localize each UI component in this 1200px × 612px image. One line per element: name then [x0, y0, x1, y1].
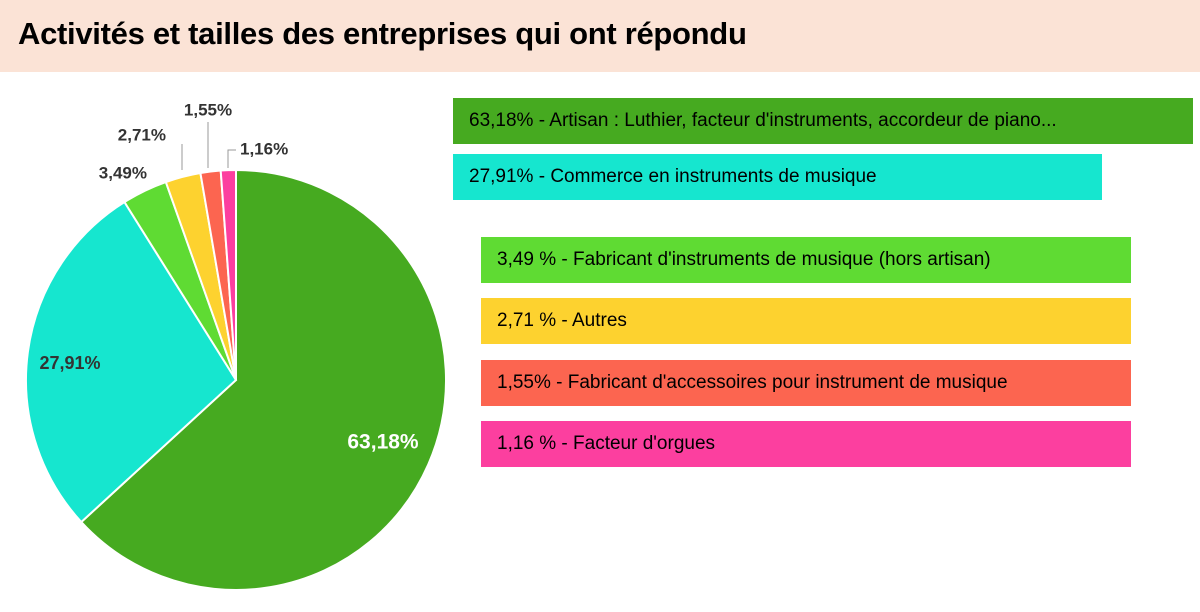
pie-slice-artisan	[79, 168, 447, 591]
title-bar: Activités et tailles des entreprises qui…	[0, 0, 1200, 72]
legend-item-artisan: 63,18% - Artisan : Luthier, facteur d'in…	[453, 98, 1193, 144]
slice-label-fabricant-accessoires: 1,55%	[184, 100, 232, 119]
slice-label-fabricant-instruments: 3,49%	[99, 163, 147, 182]
slice-label-artisan: 63,18%	[347, 431, 419, 454]
slice-label-autres: 2,71%	[118, 125, 166, 144]
leader-line-facteur-orgues	[227, 149, 236, 168]
slice-label-commerce: 27,91%	[39, 353, 100, 373]
pie-slice-commerce	[25, 200, 238, 524]
legend-item-commerce: 27,91% - Commerce en instruments de musi…	[453, 154, 1102, 200]
page-title: Activités et tailles des entreprises qui…	[18, 16, 747, 51]
legend-item-autres: 2,71 % - Autres	[481, 298, 1131, 344]
legend-item-facteur-orgues: 1,16 % - Facteur d'orgues	[481, 421, 1131, 467]
legend-item-fabricant-instruments: 3,49 % - Fabricant d'instruments de musi…	[481, 237, 1131, 283]
slice-label-facteur-orgues: 1,16%	[240, 139, 288, 158]
pie-chart: 63,18% 27,91% 3,49% 2,71% 1,55% 1,16%	[25, 100, 447, 591]
legend-item-fabricant-accessoires: 1,55% - Fabricant d'accessoires pour ins…	[481, 360, 1131, 406]
pie-slice-facteur-orgues	[219, 168, 237, 381]
